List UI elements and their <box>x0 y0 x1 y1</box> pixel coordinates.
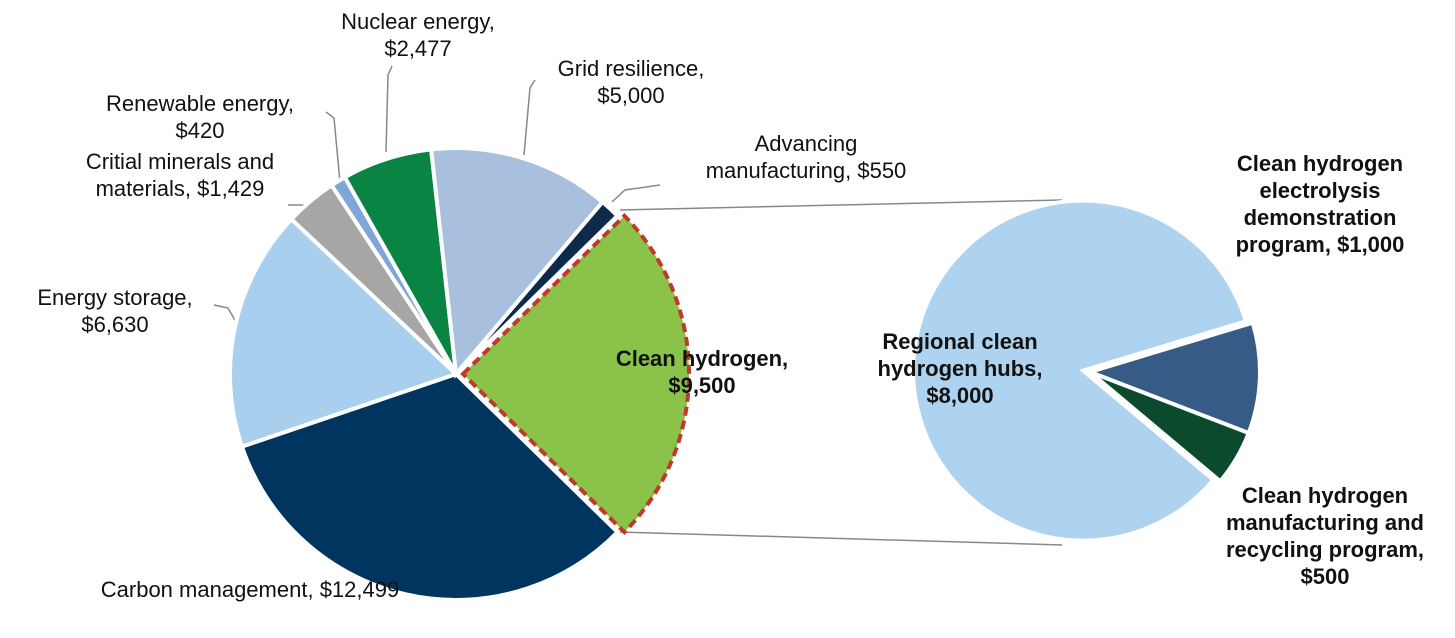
slice-label: Critial minerals and materials, $1,429 <box>55 148 305 202</box>
label-text: $9,500 <box>668 373 736 398</box>
pie-slice <box>460 212 691 535</box>
leader-line <box>213 304 237 323</box>
pie-slice <box>428 146 606 379</box>
label-text: Renewable energy, <box>106 91 294 116</box>
pie-slice <box>239 371 621 602</box>
label-text: Nuclear energy, <box>341 9 495 34</box>
slice-label: Clean hydrogen manufacturing and recycli… <box>1218 482 1433 590</box>
pie-slice <box>454 199 621 376</box>
label-text: $500 <box>1300 564 1350 589</box>
connector-line <box>619 199 1063 211</box>
slice-label: Energy storage, $6,630 <box>5 284 225 338</box>
label-text: $420 <box>175 118 225 143</box>
pie-slice <box>911 198 1249 543</box>
label-text: Advancing manufacturing, <box>705 131 858 183</box>
label-text: $5,000 <box>597 83 665 108</box>
leader-line <box>325 111 341 183</box>
pie-slice <box>1083 320 1262 436</box>
label-text: Critial minerals and materials, <box>85 149 275 201</box>
slice-label: Regional clean hydrogen hubs, $8,000 <box>865 328 1055 409</box>
label-text: $550 <box>857 158 907 183</box>
label-text: Clean hydrogen manufacturing and recycli… <box>1225 483 1425 562</box>
leader-line <box>385 65 393 153</box>
label-text: Grid resilience, <box>557 56 705 81</box>
pie-slice <box>1088 370 1252 485</box>
slice-label: Carbon management, $12,499 <box>100 576 400 603</box>
label-text: $12,499 <box>319 577 400 602</box>
connector-line <box>619 531 1063 546</box>
slice-label: Clean hydrogen, $9,500 <box>592 345 812 399</box>
slice-label: Renewable energy, $420 <box>80 90 320 144</box>
label-text: $8,000 <box>926 383 994 408</box>
leader-line <box>611 184 661 203</box>
label-text: $6,630 <box>81 312 149 337</box>
label-text: Regional clean hydrogen hubs, <box>877 329 1043 381</box>
slice-label: Nuclear energy, $2,477 <box>308 8 528 62</box>
label-text: $1,000 <box>1337 232 1405 257</box>
label-text: Carbon management, <box>100 577 314 602</box>
slice-label: Advancing manufacturing, $550 <box>686 130 926 184</box>
label-text: $2,477 <box>384 36 452 61</box>
leader-line <box>523 79 536 156</box>
pie-slice <box>228 216 460 450</box>
label-text: Energy storage, <box>37 285 193 310</box>
label-text: Clean hydrogen electrolysis demonstratio… <box>1235 151 1404 257</box>
label-text: $1,429 <box>197 176 265 201</box>
slice-label: Clean hydrogen electrolysis demonstratio… <box>1208 150 1433 258</box>
label-text: Clean hydrogen, <box>615 346 789 371</box>
slice-label: Grid resilience, $5,000 <box>521 55 741 109</box>
